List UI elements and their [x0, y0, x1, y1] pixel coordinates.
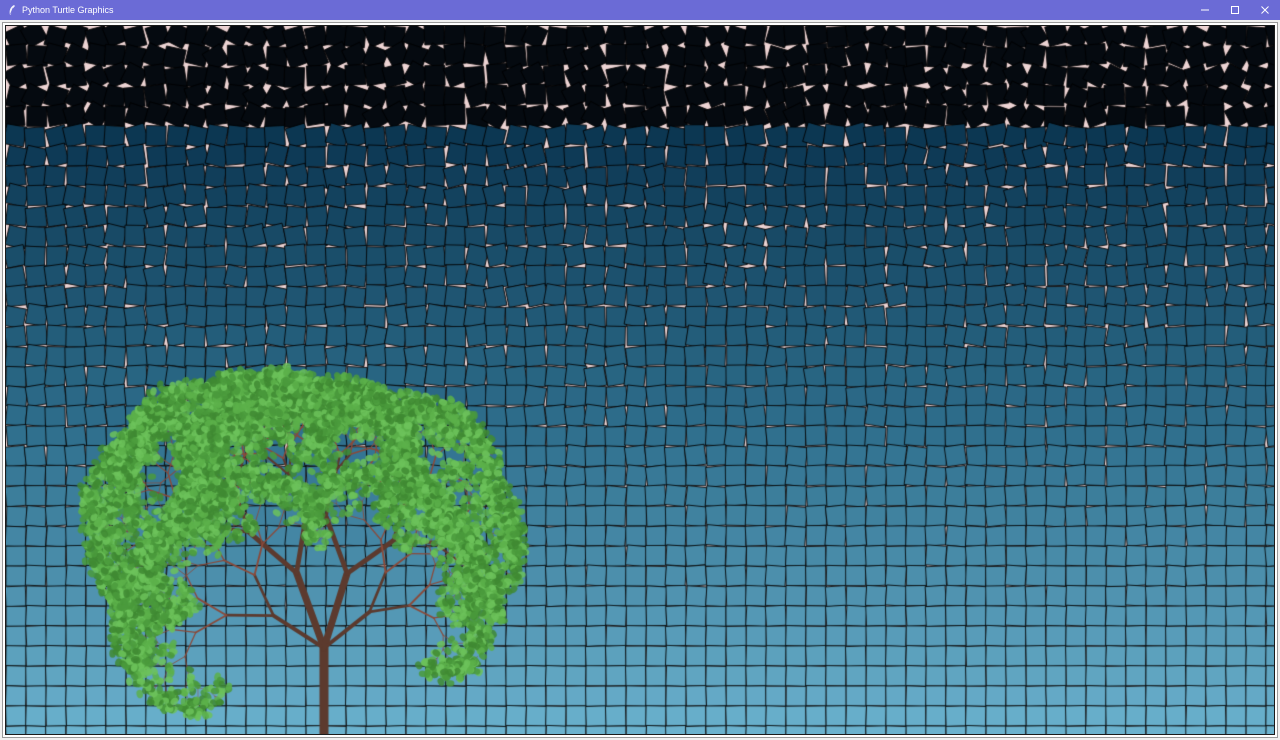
window-title: Python Turtle Graphics: [22, 5, 114, 15]
canvas-frame: [2, 22, 1278, 738]
minimize-button[interactable]: [1190, 0, 1220, 20]
window-controls: [1190, 0, 1280, 20]
feather-icon: [4, 2, 20, 18]
close-button[interactable]: [1250, 0, 1280, 20]
title-bar[interactable]: Python Turtle Graphics: [0, 0, 1280, 20]
minimize-icon: [1201, 9, 1209, 11]
maximize-button[interactable]: [1220, 0, 1250, 20]
close-icon: [1261, 6, 1269, 14]
turtle-canvas-area[interactable]: [5, 25, 1275, 735]
turtle-drawing-canvas[interactable]: [6, 26, 1274, 734]
maximize-icon: [1231, 6, 1239, 14]
